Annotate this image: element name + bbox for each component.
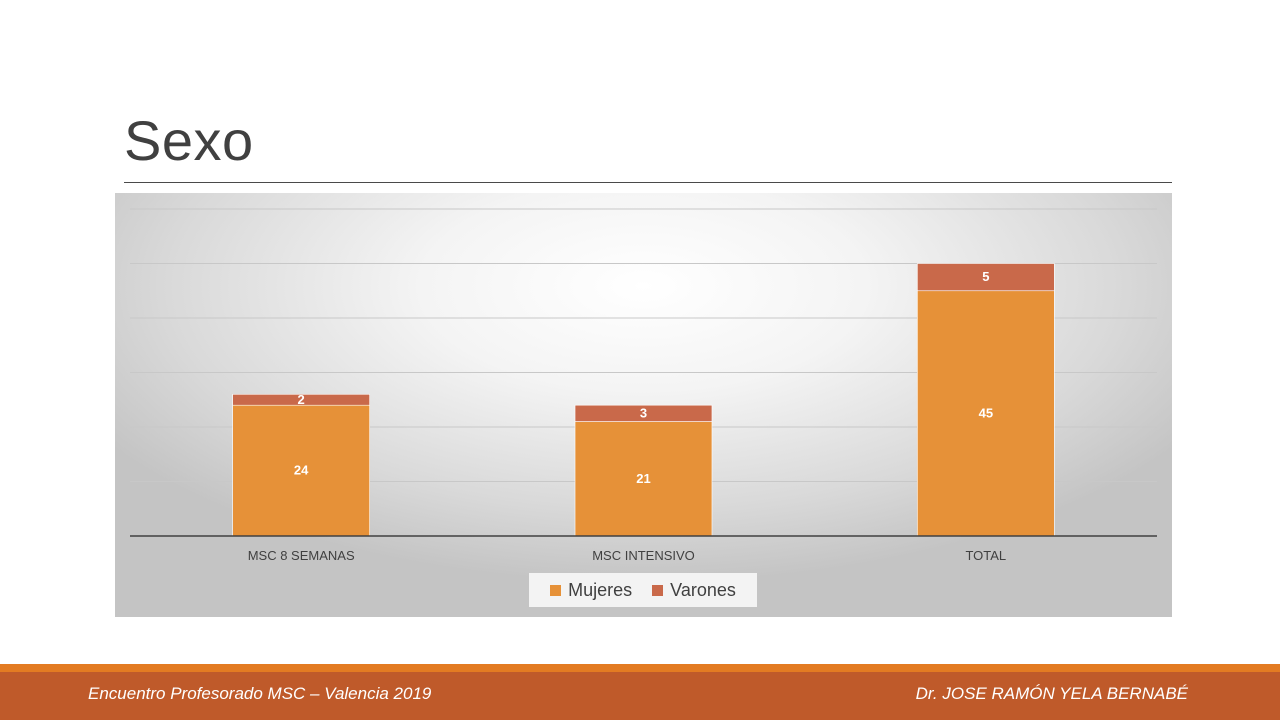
footer-author-text: Dr. JOSE RAMÓN YELA BERNABÉ [915, 684, 1188, 703]
chart-legend: Mujeres Varones [529, 573, 757, 607]
legend-swatch-varones [652, 584, 664, 596]
legend-label-mujeres: Mujeres [568, 579, 633, 600]
x-tick-label: TOTAL [965, 548, 1006, 563]
legend-item-varones: Varones [652, 580, 736, 601]
data-label: 24 [294, 463, 309, 478]
bar-varones-0 [232, 394, 370, 406]
data-label: 5 [982, 269, 989, 284]
data-label: 3 [640, 405, 647, 420]
data-label: 21 [636, 471, 650, 486]
footer-accent-stripe [0, 664, 1280, 672]
footer-event-text: Encuentro Profesorado MSC – Valencia 201… [88, 684, 432, 703]
x-tick-label: MSC 8 SEMANAS [248, 548, 355, 563]
data-label: 45 [979, 405, 993, 420]
bar-mujeres-1 [574, 421, 713, 537]
bar-varones-1 [574, 404, 713, 422]
title-divider [124, 182, 1172, 183]
x-tick-label: MSC INTENSIVO [592, 548, 695, 563]
bar-mujeres-2 [917, 290, 1055, 537]
legend-swatch-mujeres [550, 584, 562, 596]
bar-mujeres-0 [232, 404, 370, 537]
legend-item-mujeres: Mujeres [550, 580, 632, 601]
footer-bar [0, 672, 1280, 720]
data-label: 2 [298, 392, 305, 407]
bar-varones-2 [917, 263, 1055, 292]
chart-area: 24 2 MSC 8 SEMANAS 21 3 MSC INTENSIVO 45 5 TOTAL… [115, 193, 1172, 617]
stacked-bar-chart: 24 2 MSC 8 SEMANAS 21 3 MSC INTENSIVO 45 5 TOTAL [130, 208, 1157, 563]
slide-title: Sexo [124, 109, 254, 172]
legend-label-varones: Varones [670, 579, 736, 600]
